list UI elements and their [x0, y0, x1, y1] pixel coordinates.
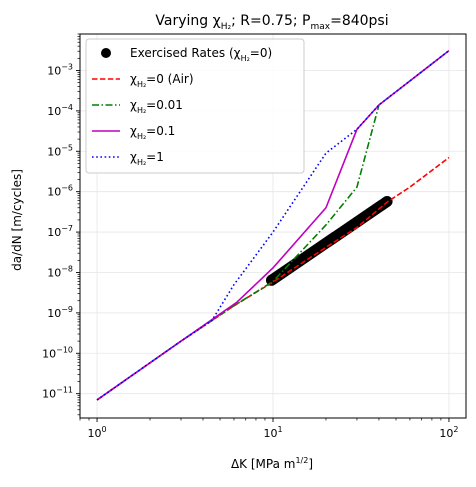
y-tick-label: 10−9	[47, 305, 73, 320]
legend-label: χH₂=0.01	[130, 98, 183, 115]
legend-label: χH₂=1	[130, 150, 164, 167]
y-axis-ticks: 10−11 10−10 10−9 10−8 10−7 10−6 10−5 10−4 10−3	[42, 33, 80, 416]
x-tick-label: 102	[439, 425, 458, 440]
x-tick-label: 101	[263, 425, 282, 440]
x-axis-label: ΔK [MPa m1/2]	[231, 456, 313, 471]
y-tick-label: 10−5	[47, 143, 73, 158]
x-axis-ticks: 100 101 102	[79, 418, 458, 440]
y-tick-label: 10−11	[42, 386, 73, 401]
x-tick-label: 100	[88, 425, 107, 440]
legend: Exercised Rates (χH₂=0) χH₂=0 (Air) χH₂=0.…	[85, 38, 305, 174]
y-tick-label: 10−6	[47, 184, 73, 199]
y-tick-label: 10−4	[47, 103, 73, 118]
legend-label: χH₂=0 (Air)	[130, 72, 194, 89]
y-tick-label: 10−7	[47, 224, 73, 239]
legend-box	[85, 38, 305, 174]
legend-marker	[101, 48, 111, 58]
legend-label: χH₂=0.1	[130, 124, 175, 141]
y-tick-label: 10−3	[47, 62, 73, 77]
chart-title: Varying χH₂; R=0.75; Pmax=840psi	[155, 13, 388, 32]
y-tick-label: 10−8	[47, 264, 73, 279]
series-line-4	[96, 49, 450, 401]
y-tick-label: 10−10	[42, 345, 73, 360]
y-axis-label: da/dN [m/cycles]	[10, 169, 24, 271]
plot-area	[96, 49, 450, 401]
legend-label: Exercised Rates (χH₂=0)	[130, 46, 272, 63]
series-layer	[96, 49, 450, 401]
